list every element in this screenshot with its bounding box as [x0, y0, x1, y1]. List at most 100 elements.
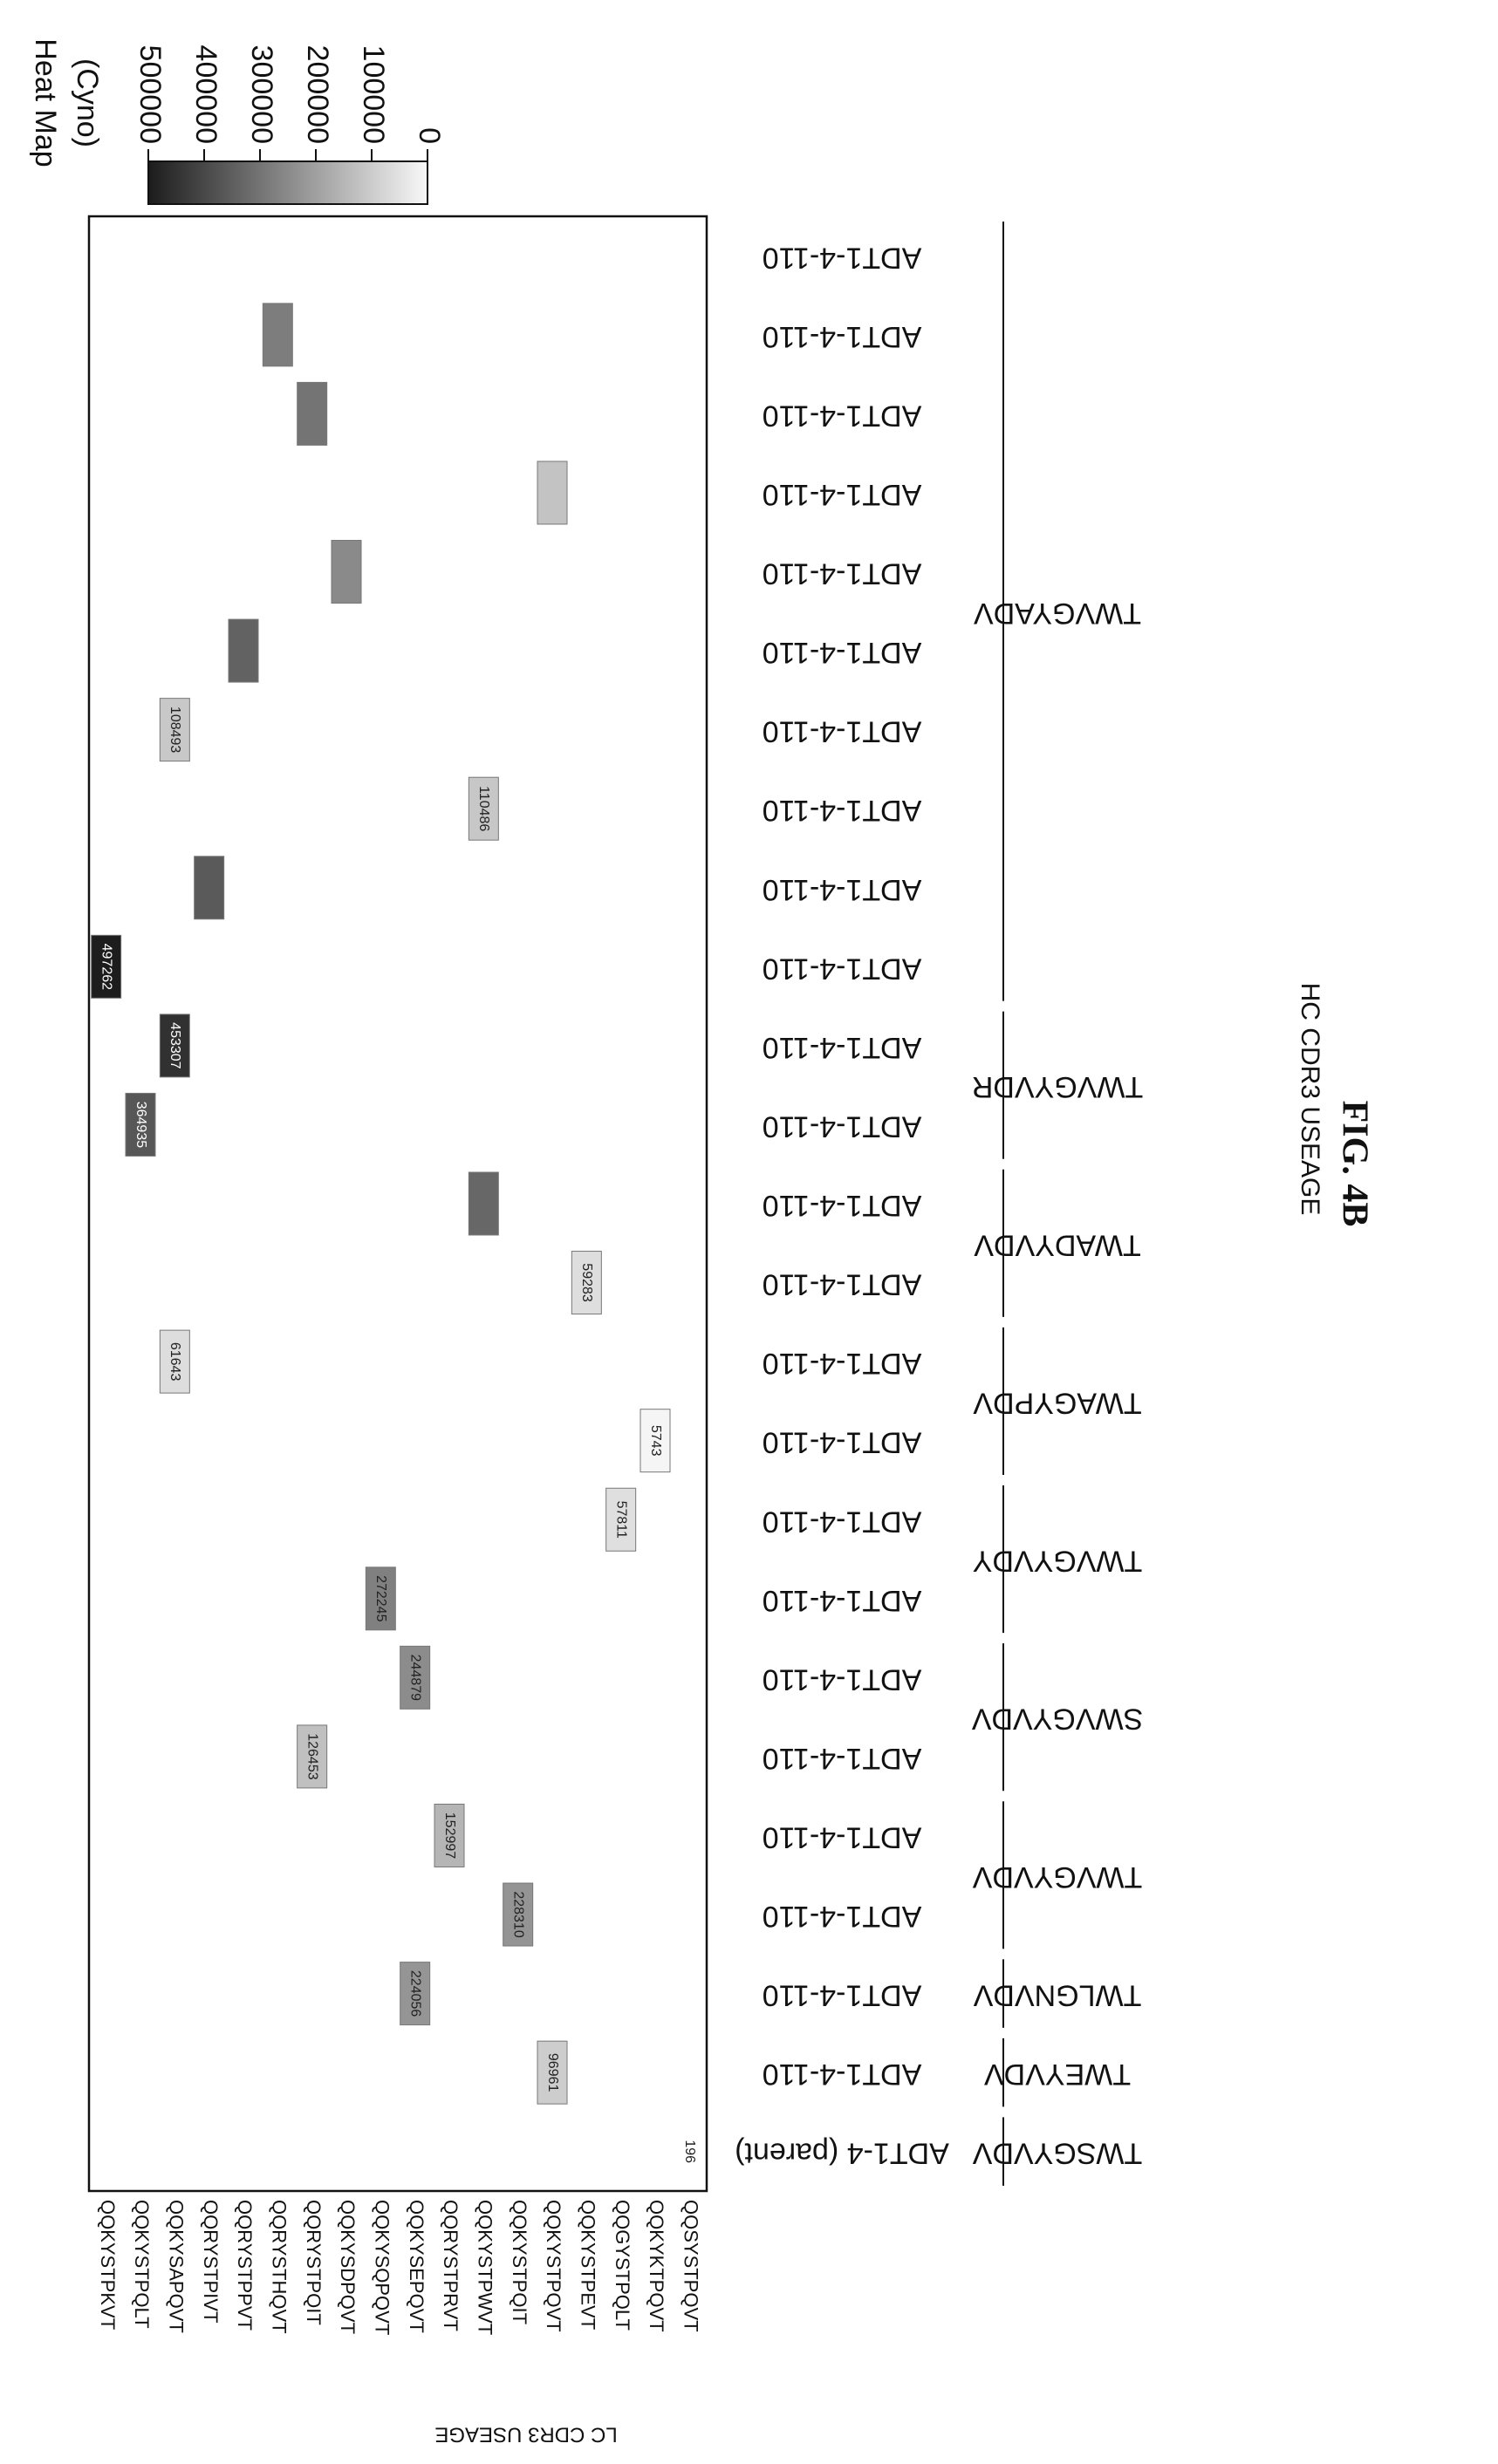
plot-area: [87, 215, 708, 2193]
heatmap-cell: [640, 1409, 671, 1473]
heatmap-cell: [400, 1645, 431, 1710]
hc-column-label: ADT1-4-110: [763, 1347, 922, 1380]
hc-group-label: TWVGYVDR: [972, 1070, 1143, 1103]
heatmap-cell: [468, 776, 499, 841]
lc-axis-title: LC CDR3 USEAGE: [434, 2423, 617, 2447]
lc-row-label: QQKYSTPQLT: [131, 2200, 153, 2329]
heatmap-cell: [503, 1882, 534, 1947]
cell-value-label: 364935: [133, 1102, 148, 1148]
hc-column-label: ADT1-4-110: [763, 873, 922, 906]
cell-value-label: 57811: [613, 1501, 628, 1539]
hc-column-label: ADT1-4-110: [763, 1662, 922, 1696]
lc-row-label: QQKYSTPQIT: [509, 2200, 530, 2324]
lc-row-label: QQKYSTPEVT: [578, 2200, 599, 2330]
lc-row-label: QQKYSEPQVT: [406, 2200, 428, 2333]
cell-value-label: 228310: [510, 1891, 525, 1937]
lc-row-label: QQKYSTPKVT: [97, 2200, 119, 2330]
hc-column-label: ADT1-4-110: [763, 1426, 922, 1459]
heatmap-cell: [297, 381, 328, 446]
hc-group-label: SWVGYVDV: [971, 1703, 1143, 1736]
cell-value-label: 59283: [579, 1263, 594, 1302]
lc-row-label: QQRYSTPQIT: [303, 2200, 325, 2325]
cell-value-label: 244879: [407, 1655, 422, 1701]
cell-value-label: 224056: [407, 1970, 422, 2017]
hc-column-label: ADT1-4-110: [763, 1979, 922, 2012]
heatmap-cell: [434, 1803, 465, 1867]
cell-value-label: 61643: [168, 1342, 182, 1382]
hc-group-label: TWAGYPDV: [973, 1386, 1142, 1419]
lc-row-label: QQKYSDPQVT: [337, 2200, 359, 2334]
legend-tick-label: 200000: [301, 45, 334, 144]
lc-row-label: QQKYSQPQVT: [372, 2200, 393, 2335]
heatmap-cell: [297, 1724, 328, 1789]
hc-group-label: TWSGYVDV: [972, 2137, 1142, 2170]
heatmap-chart: 196 96961 224056 228310 152997 126453 244879 27…: [29, 38, 1324, 2446]
hc-column-label: ADT1-4-110: [763, 2058, 922, 2091]
cell-value-label: 126453: [304, 1733, 319, 1779]
hc-column-label: ADT1-4-110: [763, 320, 922, 353]
hc-column-label: ADT1-4-110: [763, 557, 922, 590]
hc-column-label: ADT1-4-110: [763, 1109, 922, 1143]
heatmap-cell: [400, 1962, 431, 2026]
legend-title-sub: (Cyno): [71, 58, 104, 147]
lc-row-label: QQKYSTPQVT: [543, 2200, 564, 2332]
legend-tick-label: 0: [413, 127, 446, 144]
hc-column-label: ADT1-4-110: [763, 952, 922, 985]
cell-value-label: 272245: [373, 1575, 388, 1621]
legend-tick-label: 300000: [245, 45, 278, 144]
lc-row-label: QQKYSAPQVT: [166, 2200, 188, 2333]
legend-tick-label: 100000: [357, 45, 390, 144]
heatmap-cell: [194, 856, 225, 920]
hc-column-label: ADT1-4-110: [763, 478, 922, 511]
cell-value-label: 152997: [442, 1812, 457, 1859]
lc-row-label: QQGYSTPQLT: [612, 2200, 633, 2331]
lc-row-label: QQKYSTPWVT: [475, 2200, 496, 2335]
figure-label: FIG. 4B: [1334, 1100, 1375, 1227]
legend-tick-label: 500000: [133, 45, 167, 144]
heatmap-cell: [537, 2040, 568, 2105]
hc-column-label: ADT1-4-110: [763, 241, 922, 274]
cell-value-label: 5743: [648, 1425, 663, 1457]
hc-column-label: ADT1-4-110: [763, 1189, 922, 1222]
hc-group-label: TWADYVDV: [974, 1228, 1141, 1261]
hc-column-label: ADT1-4-110: [763, 1268, 922, 1301]
cell-value-label: 453307: [168, 1022, 182, 1068]
hc-group-label: TWVGYADV: [974, 597, 1141, 630]
hc-column-label: ADT1-4-110: [763, 715, 922, 748]
cell-value-label: 110486: [476, 786, 491, 831]
hc-column-label: ADT1-4-110: [763, 1505, 922, 1538]
heatmap-cell: [262, 303, 293, 367]
heatmap-cell: [468, 1171, 499, 1236]
hc-axis-title: HC CDR3 USEAGE: [1296, 983, 1324, 1216]
cell-value-label: 497262: [99, 944, 113, 990]
heatmap-cell: [159, 1014, 190, 1078]
heatmap-cell: [125, 1092, 156, 1157]
hc-column-label: ADT1-4 (parent): [735, 2137, 949, 2170]
hc-column-label: ADT1-4-110: [763, 1742, 922, 1775]
hc-column-label: ADT1-4-110: [763, 399, 922, 432]
heatmap-cell: [537, 461, 568, 525]
cell-value-label: 196: [682, 2140, 697, 2163]
hc-group-label: TWEYVDV: [984, 2058, 1131, 2091]
heatmap-cell: [159, 1329, 190, 1394]
hc-group-label: TWVGYVDV: [972, 1860, 1142, 1894]
heatmap-cell: [331, 540, 362, 604]
legend-title: Heat Map: [29, 38, 62, 167]
heatmap-cell: [91, 934, 122, 999]
heatmap-cell: [228, 618, 259, 683]
hc-column-label: ADT1-4-110: [763, 1900, 922, 1933]
heatmap-cell: [605, 1487, 637, 1552]
hc-column-label: ADT1-4-110: [763, 1584, 922, 1617]
lc-row-label: QQRYSTHQVT: [269, 2200, 291, 2334]
hc-column-label: ADT1-4-110: [763, 794, 922, 827]
legend-tick-label: 400000: [189, 45, 222, 144]
lc-row-label: QQRYSTPIVT: [200, 2200, 222, 2323]
cell-value-label: 108493: [168, 706, 182, 753]
lc-row-label: QQRYSTPPVT: [234, 2200, 256, 2331]
legend-color-bar: [147, 160, 428, 205]
heatmap-cell: [159, 698, 190, 762]
lc-row-label: QQKYKTPQVT: [646, 2200, 667, 2332]
heatmap-cell: [365, 1566, 396, 1631]
hc-group-label: TWVGYVDY: [973, 1545, 1143, 1578]
